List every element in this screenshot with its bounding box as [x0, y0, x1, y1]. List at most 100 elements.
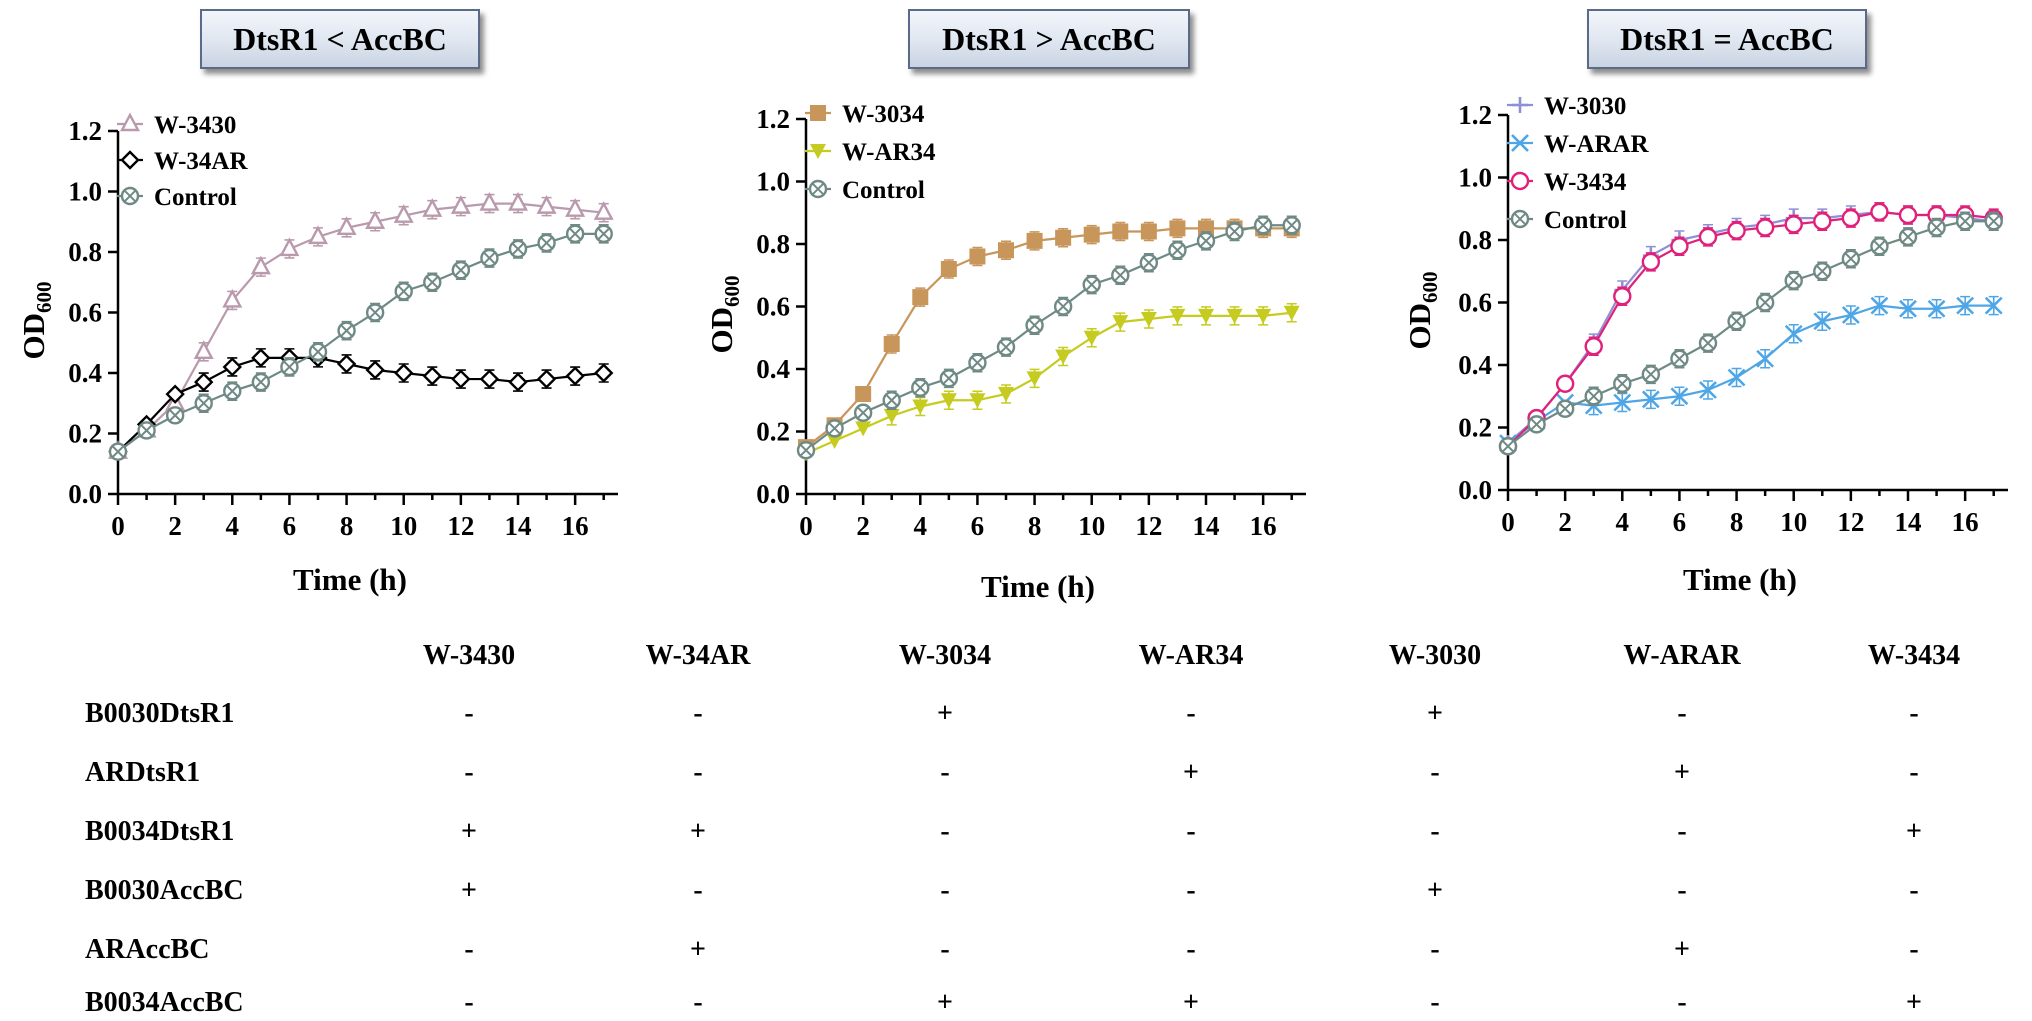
table-cell: -	[1186, 698, 1196, 729]
data-point	[565, 198, 586, 217]
data-point	[1198, 308, 1214, 324]
x-tick-label: 4	[226, 511, 240, 541]
data-point	[1870, 202, 1889, 222]
chart-1: 0.0 0.2 0.4 0.6 0.8 1.0 1.2 0 2 4 6 8 10 12 14 16 Time (…	[16, 112, 618, 597]
table-cell: -	[1430, 934, 1440, 965]
data-point	[1282, 216, 1301, 235]
data-point	[1899, 299, 1917, 318]
data-point	[336, 354, 357, 374]
table-cell: +	[1674, 934, 1690, 965]
row-label: B0030DtsR1	[85, 698, 235, 729]
x-tick-label: 12	[447, 511, 474, 541]
data-point	[508, 239, 528, 259]
data-point	[308, 342, 328, 362]
data-point	[450, 195, 471, 214]
y-tick-label: 0.8	[1458, 225, 1492, 255]
data-point	[1140, 223, 1157, 240]
table-cell: +	[690, 934, 706, 965]
x-axis-label: Time (h)	[1683, 562, 1797, 597]
table-cell: +	[937, 698, 953, 729]
data-point	[336, 216, 357, 236]
data-point	[393, 204, 414, 223]
data-point	[537, 233, 556, 253]
data-point	[1026, 371, 1043, 387]
legend-label: W-3034	[842, 101, 925, 128]
x-tick-label: 16	[562, 511, 589, 541]
y-tick-label: 0.6	[68, 298, 102, 328]
row-label: B0034AccBC	[85, 987, 244, 1018]
table-cell: -	[464, 934, 474, 965]
data-point	[422, 366, 442, 386]
data-point	[1641, 390, 1660, 409]
data-point	[1111, 266, 1130, 285]
data-point	[565, 366, 585, 386]
column-header: W-AR34	[1138, 640, 1244, 671]
data-point	[1927, 218, 1946, 237]
data-point	[1841, 306, 1860, 324]
data-point	[1613, 374, 1632, 393]
data-point	[1168, 241, 1187, 260]
data-point	[1813, 312, 1832, 331]
series-W-3430	[108, 192, 614, 459]
x-tick-label: 0	[799, 511, 813, 541]
legend-item: W-3434	[1507, 169, 1627, 196]
series-line	[117, 356, 604, 453]
table-cell: -	[1430, 987, 1440, 1018]
x-axis-label: Time (h)	[981, 569, 1095, 604]
data-point	[940, 393, 957, 409]
y-tick-label: 0.0	[68, 479, 102, 509]
data-point	[423, 273, 442, 292]
data-point	[536, 369, 557, 389]
legend-marker	[810, 144, 826, 159]
data-point	[1584, 387, 1603, 406]
data-point	[565, 224, 585, 244]
x-tick-label: 16	[1952, 507, 1979, 537]
series-W-34AR	[108, 348, 614, 462]
x-tick-label: 8	[1028, 511, 1042, 541]
data-point	[1169, 308, 1186, 324]
data-point	[508, 372, 528, 392]
data-point	[222, 288, 243, 308]
row-label: B0034DtsR1	[85, 816, 235, 847]
x-tick-label: 0	[111, 511, 125, 541]
data-point	[796, 441, 816, 460]
legend-label: W-3430	[154, 112, 236, 139]
series-line	[1507, 304, 1994, 444]
data-point	[1226, 308, 1243, 324]
x-tick-label: 10	[1780, 507, 1807, 537]
column-header: W-3034	[898, 640, 992, 671]
y-tick-label: 0.4	[68, 358, 102, 388]
data-point	[1784, 271, 1803, 290]
data-point	[1870, 296, 1889, 315]
data-point	[939, 369, 959, 388]
table-cell: +	[1183, 757, 1199, 788]
data-point	[1225, 222, 1244, 241]
legend-item: Control	[1507, 207, 1627, 234]
data-point	[1555, 374, 1575, 393]
data-point	[1584, 337, 1603, 356]
x-tick-label: 4	[1616, 507, 1630, 537]
table-cell: +	[1427, 698, 1443, 729]
legend-marker	[1512, 97, 1528, 113]
legend-label: W-AR34	[842, 139, 936, 166]
data-point	[1956, 296, 1975, 315]
legend-marker	[120, 112, 140, 132]
series-line	[117, 232, 604, 453]
data-point	[998, 387, 1014, 402]
data-point	[1053, 297, 1073, 316]
column-header: W-3030	[1388, 640, 1482, 671]
series-line	[805, 227, 1292, 448]
table-cell: -	[1909, 875, 1919, 906]
x-tick-label: 6	[1673, 507, 1687, 537]
legend-label: W-3030	[1544, 93, 1626, 120]
data-point	[1755, 218, 1775, 237]
data-point	[365, 210, 386, 229]
table-cell: +	[690, 816, 706, 847]
table-cell: +	[1906, 987, 1922, 1018]
data-point	[165, 406, 185, 425]
data-point	[855, 386, 872, 402]
data-point	[1698, 333, 1718, 353]
data-point	[996, 337, 1016, 357]
data-point	[251, 348, 271, 368]
data-point	[1670, 237, 1689, 256]
